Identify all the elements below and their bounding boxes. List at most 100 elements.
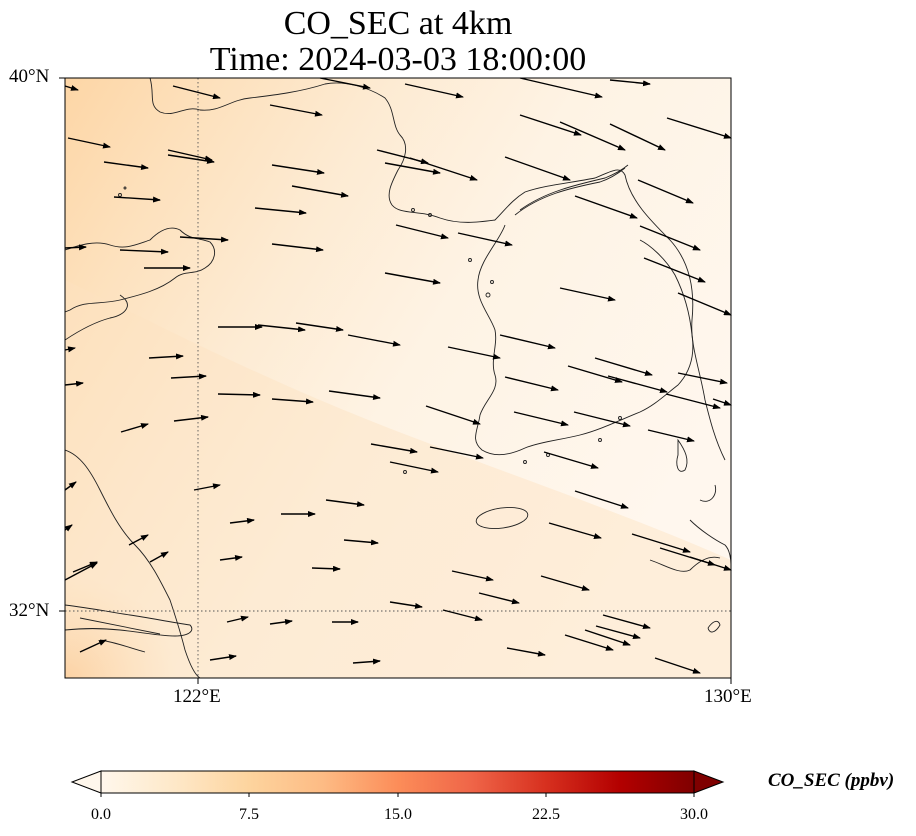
- map-frame: [64, 77, 732, 679]
- wind-arrow: [654, 657, 701, 674]
- wind-arrow: [271, 243, 324, 253]
- wind-arrow: [113, 196, 161, 203]
- wind-arrow: [559, 121, 626, 151]
- wind-arrow: [64, 346, 76, 353]
- wind-arrow: [499, 334, 556, 350]
- wind-arrow: [170, 373, 207, 380]
- wind-arrow: [666, 117, 732, 139]
- colorbar-extend-low: [70, 770, 102, 794]
- wind-arrow: [347, 334, 401, 347]
- wind-arrow: [370, 443, 418, 454]
- wind-arrow: [64, 380, 84, 387]
- wind-arrow: [295, 322, 344, 332]
- wind-arrow: [567, 365, 623, 383]
- colorbar-tick-7-5: 7.5: [239, 806, 259, 823]
- wind-arrow: [677, 372, 728, 385]
- wind-arrow: [291, 185, 349, 198]
- wind-arrow: [647, 429, 695, 443]
- wind-arrow: [120, 423, 149, 433]
- wind-arrow: [519, 77, 603, 99]
- wind-arrow: [67, 137, 111, 149]
- wind-arrow: [271, 164, 325, 175]
- wind-arrow: [103, 161, 149, 171]
- coastlines: [65, 78, 731, 678]
- gridlines: [65, 78, 731, 678]
- wind-arrow: [119, 248, 169, 255]
- wind-arrow: [595, 625, 641, 640]
- wind-arrow: [269, 104, 323, 117]
- wind-vectors: [64, 77, 732, 674]
- wind-arrow: [425, 405, 481, 425]
- wind-arrow: [607, 375, 668, 394]
- wind-arrow: [311, 565, 341, 572]
- jeju-island: [475, 507, 529, 529]
- wind-arrow: [513, 411, 569, 427]
- wind-arrow: [64, 85, 79, 91]
- wind-arrow: [167, 154, 215, 164]
- wind-arrow: [64, 524, 73, 532]
- wind-arrow: [271, 398, 314, 405]
- wind-arrow: [602, 614, 651, 630]
- wind-arrow: [167, 149, 213, 162]
- wind-arrow: [639, 225, 701, 251]
- wind-arrow: [594, 357, 653, 376]
- wind-arrow: [352, 658, 381, 665]
- wind-arrow: [573, 411, 631, 428]
- wind-arrow: [677, 292, 732, 316]
- colorbar: [70, 770, 725, 797]
- wind-arrow: [504, 156, 571, 181]
- wind-arrow: [254, 207, 307, 216]
- wind-arrow: [559, 287, 616, 302]
- colorbar-tick-15: 15.0: [384, 806, 412, 823]
- wind-arrow: [689, 556, 732, 571]
- coastline-shandong: [65, 294, 201, 678]
- wind-arrow: [637, 179, 694, 204]
- wind-arrow: [148, 353, 184, 360]
- axis-ticks: [59, 77, 732, 684]
- wind-arrow: [328, 390, 381, 401]
- lat-tick-32n: 32°N: [9, 600, 50, 621]
- wind-arrow: [193, 483, 221, 491]
- wind-arrow: [389, 601, 423, 609]
- wind-arrow: [64, 244, 87, 251]
- wind-arrow: [384, 162, 441, 175]
- coastline-kyushu: [649, 484, 731, 633]
- wind-arrow: [384, 272, 441, 285]
- wind-arrow: [609, 123, 666, 151]
- wind-arrow: [229, 517, 255, 524]
- wind-arrow: [429, 446, 484, 460]
- wind-arrow: [64, 481, 77, 491]
- colorbar-label: CO_SEC (ppbv): [768, 770, 895, 791]
- wind-arrow: [217, 391, 261, 398]
- wind-arrow: [574, 195, 638, 219]
- wind-arrow: [173, 414, 209, 422]
- coastline-bohai-west: [65, 227, 216, 313]
- wind-arrow: [609, 79, 651, 87]
- wind-arrow: [343, 539, 379, 546]
- coastline-korea: [475, 224, 694, 456]
- wind-arrow: [442, 609, 483, 622]
- map-title-line2: Time: 2024-03-03 18:00:00: [209, 41, 587, 78]
- wind-arrow: [478, 592, 520, 605]
- wind-arrow: [319, 77, 371, 90]
- lon-tick-130e: 130°E: [704, 686, 752, 707]
- wind-arrow: [72, 561, 98, 573]
- wind-arrow: [79, 639, 107, 653]
- wind-arrow: [395, 224, 449, 240]
- wind-arrow: [540, 575, 590, 591]
- wind-arrow: [257, 324, 306, 333]
- wind-arrow: [712, 398, 732, 406]
- wind-arrow: [209, 654, 237, 661]
- wind-arrow: [404, 83, 464, 99]
- wind-arrow: [584, 629, 631, 646]
- colorbar-tick-22-5: 22.5: [532, 806, 560, 823]
- wind-arrow: [548, 522, 602, 539]
- lat-tick-40n: 40°N: [9, 66, 50, 87]
- wind-arrow: [447, 346, 501, 360]
- colorbar-tick-30: 30.0: [680, 806, 708, 823]
- wind-arrow: [128, 534, 149, 546]
- wind-arrow: [506, 647, 546, 657]
- wind-arrow: [574, 490, 629, 509]
- wind-arrow: [172, 85, 221, 100]
